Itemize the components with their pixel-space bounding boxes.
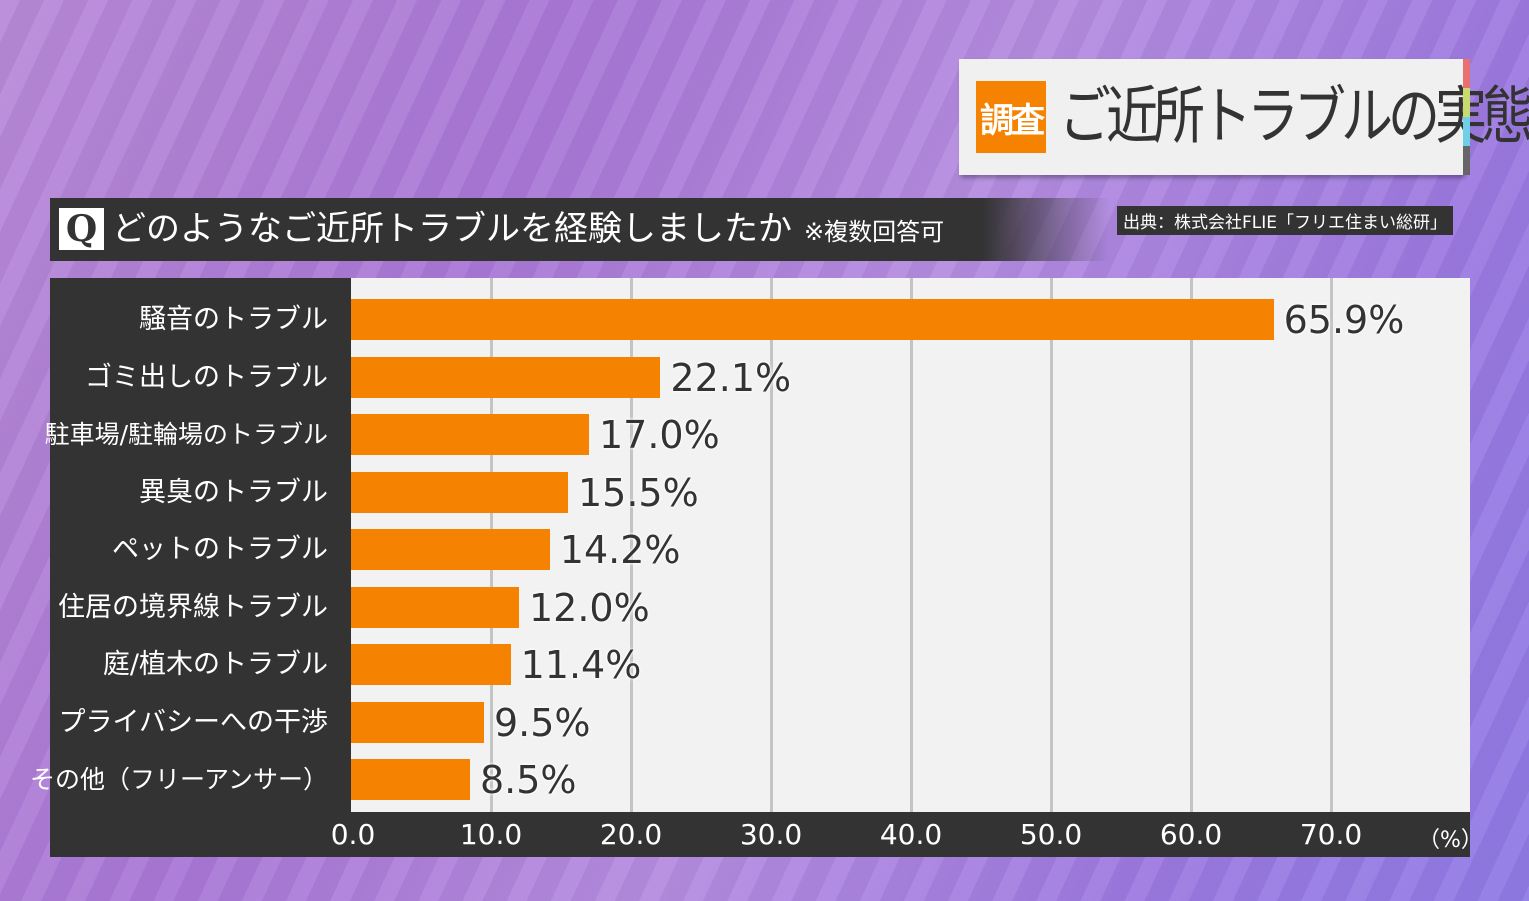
value-label: 22.1% xyxy=(670,355,792,400)
bar xyxy=(351,356,661,398)
category-label: ペットのトラブル xyxy=(112,534,328,565)
bar xyxy=(351,586,519,628)
x-tick-label: 0.0 xyxy=(330,818,376,851)
accent-bar xyxy=(1463,146,1470,175)
x-tick-label: 70.0 xyxy=(1299,818,1363,851)
x-tick-label: 30.0 xyxy=(739,818,803,851)
question-text: どのようなご近所トラブルを経験しましたか ※複数回答可 xyxy=(112,208,944,253)
q-icon: Q xyxy=(59,208,104,250)
page-title: ご近所トラブルの実態 xyxy=(1059,81,1529,153)
question-label: どのようなご近所トラブルを経験しましたか xyxy=(112,209,792,249)
x-unit-label: （%） xyxy=(1418,828,1483,853)
gridline xyxy=(630,278,633,812)
source-credit: 出典：株式会社FLIE「フリエ住まい総研」 xyxy=(1117,206,1454,235)
title-card: 調査 ご近所トラブルの実態 xyxy=(959,59,1529,175)
category-label: 駐車場/駐輪場のトラブル xyxy=(44,420,328,449)
x-tick-label: 60.0 xyxy=(1159,818,1223,851)
gridline xyxy=(910,278,913,812)
accent-bar xyxy=(1463,117,1470,146)
accent-bar xyxy=(1463,59,1470,88)
x-tick-label: 50.0 xyxy=(1019,818,1083,851)
accent-bar xyxy=(1463,88,1470,117)
category-label: ゴミ出しのトラブル xyxy=(85,361,328,393)
value-label: 11.4% xyxy=(520,643,642,687)
category-label: 異臭のトラブル xyxy=(139,476,328,508)
x-tick-label: 20.0 xyxy=(599,818,663,851)
x-tick-label: 10.0 xyxy=(459,818,523,851)
bar xyxy=(351,759,470,800)
bar xyxy=(351,644,511,685)
gridline xyxy=(770,278,773,812)
question-bar: Q どのようなご近所トラブルを経験しましたか ※複数回答可 xyxy=(50,198,1110,261)
bar xyxy=(351,471,568,513)
value-label: 17.0% xyxy=(599,413,720,457)
chart-panel: 65.9% 22.1% 17.0% 15.5% 14.2% 12.0% 11.4% 9.5% 8… xyxy=(30,278,1483,857)
plot-area: 65.9% 22.1% 17.0% 15.5% 14.2% 12.0% 11.4% 9.5% 8… xyxy=(351,278,1470,812)
gridline xyxy=(1050,278,1053,812)
question-note: ※複数回答可 xyxy=(804,218,945,246)
bar xyxy=(351,701,484,743)
category-label: プライバシーへの干渉 xyxy=(58,706,328,738)
value-label: 15.5% xyxy=(578,470,699,515)
survey-badge: 調査 xyxy=(976,81,1046,153)
gridline xyxy=(1330,278,1333,812)
bar xyxy=(351,529,550,570)
value-label: 12.0% xyxy=(529,585,650,630)
value-label: 14.2% xyxy=(559,528,681,572)
gridline xyxy=(1190,278,1193,812)
bar xyxy=(351,414,589,455)
category-label: 住居の境界線トラブル xyxy=(58,591,328,623)
bar xyxy=(351,299,1274,340)
category-label: 騒音のトラブル xyxy=(139,304,328,335)
value-label: 65.9% xyxy=(1283,298,1405,342)
category-label: その他（フリーアンサー） xyxy=(29,765,328,794)
x-tick-label: 40.0 xyxy=(879,818,943,851)
category-label: 庭/植木のトラブル xyxy=(102,649,328,680)
value-label: 8.5% xyxy=(480,758,577,802)
value-label: 9.5% xyxy=(494,700,591,745)
